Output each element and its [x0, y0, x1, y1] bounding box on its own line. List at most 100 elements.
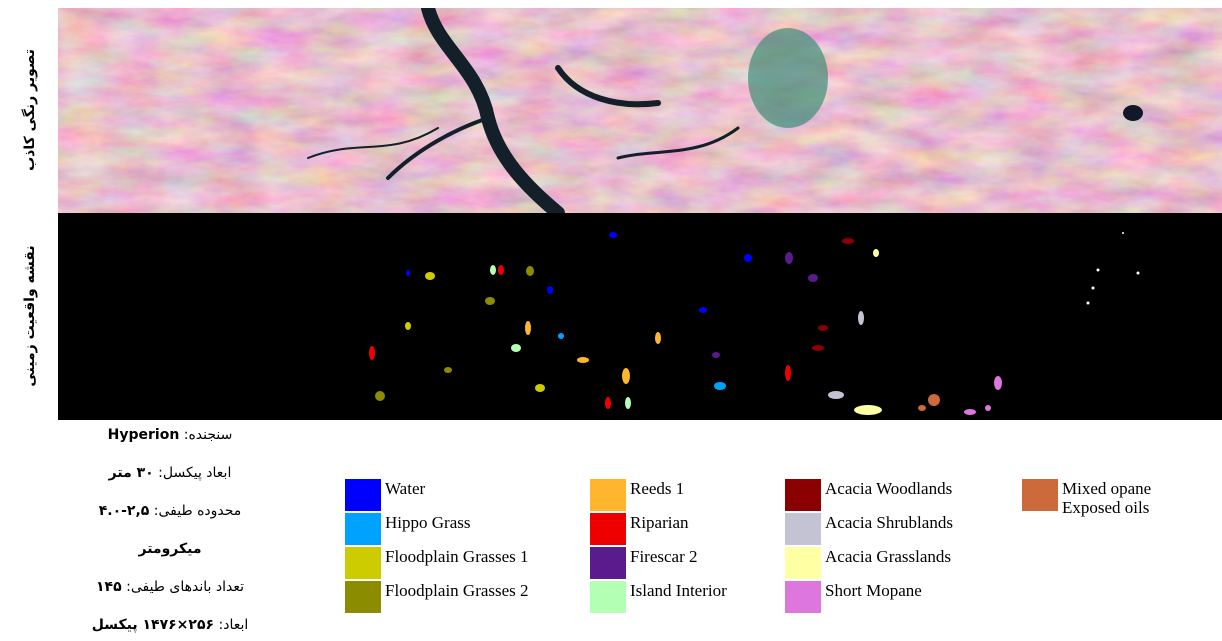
info-value: ۳۰ متر	[108, 465, 154, 481]
rivers	[307, 8, 740, 220]
class-patch	[842, 238, 854, 244]
info-value: میکرومتر	[138, 541, 202, 557]
info-label: سنجنده:	[183, 427, 233, 443]
class-patch	[964, 409, 976, 415]
class-patch	[873, 249, 879, 257]
class-patch	[485, 297, 495, 305]
class-patch	[369, 346, 375, 360]
legend-label: Floodplain Grasses 1	[385, 547, 529, 566]
legend-swatch	[590, 581, 626, 613]
class-patch	[918, 405, 926, 411]
class-patch	[535, 384, 545, 392]
ground-truth-map	[58, 213, 1222, 420]
class-patch	[655, 332, 661, 344]
class-patch	[490, 265, 496, 275]
legend-swatch	[785, 581, 821, 613]
class-patch	[558, 333, 564, 339]
side-label: نقشه واقعیت زمینی	[22, 245, 38, 387]
info-line: محدوده طیفی: ۴.۰-۲,۵	[99, 503, 242, 519]
legend-item: Floodplain Grasses 2	[345, 581, 529, 613]
legend-item: Island Interior	[590, 581, 727, 613]
legend-swatch	[345, 581, 381, 613]
class-patch	[785, 365, 791, 381]
legend-item: Acacia Grasslands	[785, 547, 951, 579]
class-patch	[605, 397, 611, 409]
class-patch	[609, 232, 617, 238]
legend-swatch	[785, 547, 821, 579]
legend-label: Acacia Shrublands	[825, 513, 953, 532]
legend-label: Firescar 2	[630, 547, 698, 566]
legend-swatch	[785, 479, 821, 511]
legend-swatch	[345, 547, 381, 579]
legend-item: Firescar 2	[590, 547, 698, 579]
info-line: تعداد باندهای طیفی: ۱۴۵	[96, 579, 244, 595]
legend-swatch	[590, 479, 626, 511]
class-patch	[712, 352, 720, 358]
class-patch	[444, 367, 452, 373]
lake	[1123, 105, 1143, 121]
class-patch	[812, 345, 824, 351]
info-value: Hyperion	[107, 427, 180, 443]
legend-swatch	[345, 513, 381, 545]
info-value: ۲۵۶×۱۴۷۶ پیکسل	[91, 617, 215, 633]
legend-label: Mixed opane Exposed oils	[1062, 479, 1152, 517]
legend-item: Hippo Grass	[345, 513, 470, 545]
legend-label: Acacia Woodlands	[825, 479, 953, 498]
false-color-texture	[58, 8, 1222, 213]
class-patch	[699, 307, 707, 313]
class-patch	[406, 270, 410, 276]
class-patch	[498, 265, 504, 275]
class-patch	[577, 357, 589, 363]
info-line: ابعاد: ۲۵۶×۱۴۷۶ پیکسل	[92, 617, 249, 633]
class-patch	[928, 394, 940, 406]
legend-label: Floodplain Grasses 2	[385, 581, 529, 600]
legend-label: Reeds 1	[630, 479, 685, 498]
class-patch	[985, 405, 991, 411]
info-label: محدوده طیفی:	[153, 503, 242, 519]
legend-item: Acacia Woodlands	[785, 479, 952, 511]
class-patch	[425, 272, 435, 280]
class-patch	[622, 368, 630, 384]
legend-item: Short Mopane	[785, 581, 922, 613]
legend-item: Floodplain Grasses 1	[345, 547, 529, 579]
info-value: ۴.۰-۲,۵	[98, 503, 150, 519]
class-patch	[511, 344, 521, 352]
legend-item: Reeds 1	[590, 479, 684, 511]
class-patch	[375, 391, 385, 401]
class-patch	[625, 397, 631, 409]
class-patch	[785, 252, 793, 264]
class-patch	[405, 322, 411, 330]
legend-item: Acacia Shrublands	[785, 513, 953, 545]
vegetation-patch	[748, 28, 828, 128]
image-panels	[58, 8, 1222, 420]
legend-item: Riparian	[590, 513, 689, 545]
info-label: تعداد باندهای طیفی:	[126, 579, 244, 595]
legend-label: Water	[385, 479, 426, 498]
legend-swatch	[590, 513, 626, 545]
legend-label: Island Interior	[630, 581, 727, 600]
legend-swatch	[345, 479, 381, 511]
class-patch	[525, 321, 531, 335]
legend-label: Riparian	[630, 513, 689, 532]
class-patch	[526, 266, 534, 276]
side-label: تصویر رنگی کاذب	[22, 49, 38, 171]
info-line: میکرومتر	[138, 541, 201, 557]
class-patch	[994, 376, 1002, 390]
legend-swatch	[590, 547, 626, 579]
legend-swatch	[1022, 479, 1058, 511]
class-patches	[369, 232, 1002, 415]
class-patch	[858, 311, 864, 325]
class-patch	[828, 391, 844, 399]
legend-label: Hippo Grass	[385, 513, 471, 532]
legend-item: Water	[345, 479, 425, 511]
info-value: ۱۴۵	[96, 579, 122, 595]
legend-swatch	[785, 513, 821, 545]
class-patch	[818, 325, 828, 331]
white-patches	[1086, 232, 1140, 305]
info-label: ابعاد:	[218, 617, 249, 633]
legend-label: Acacia Grasslands	[825, 547, 952, 566]
legend-item: Mixed opane Exposed oils	[1022, 479, 1151, 517]
info-line: ابعاد پیکسل: ۳۰ متر	[109, 465, 232, 481]
class-patch	[854, 405, 882, 415]
